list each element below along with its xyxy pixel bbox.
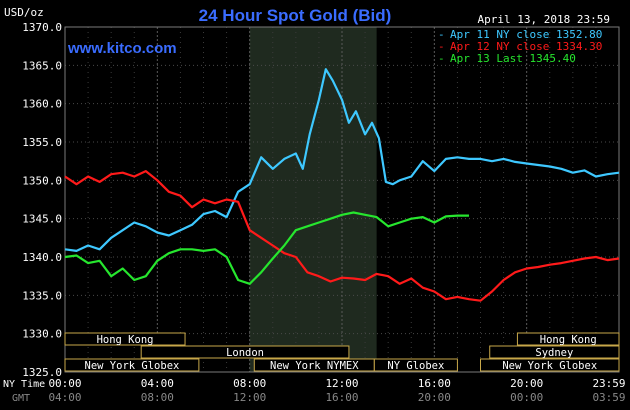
x-tick-ny-label: 23:59 — [592, 377, 625, 390]
y-tick-label: 1370.0 — [22, 21, 62, 34]
plot-frame — [64, 26, 620, 373]
y-tick-label: 1360.0 — [22, 98, 62, 111]
chart-date: April 13, 2018 23:59 — [478, 13, 610, 26]
y-tick-label: 1340.0 — [22, 251, 62, 264]
x-tick-gmt-label: 03:59 — [592, 391, 625, 404]
y-tick-label: 1350.0 — [22, 174, 62, 187]
legend-entry-apr11: Apr 11 NY close 1352.80 — [450, 28, 602, 41]
y-axis-unit-label: USD/oz — [4, 6, 44, 19]
y-tick-label: 1365.0 — [22, 59, 62, 72]
x-tick-gmt-label: 12:00 — [233, 391, 266, 404]
legend-bullet-apr13: - — [438, 52, 445, 65]
y-tick-label: 1345.0 — [22, 213, 62, 226]
legend-bullet-apr11: - — [438, 28, 445, 41]
session-label: London — [226, 347, 264, 359]
session-bar — [489, 345, 620, 359]
x-axis-ny-time-label: NY Time — [3, 379, 45, 390]
x-tick-gmt-label: 20:00 — [418, 391, 451, 404]
series-line-apr-13 — [64, 211, 469, 285]
session-label: Hong Kong — [97, 334, 154, 346]
x-tick-gmt-label: 00:00 — [510, 391, 543, 404]
x-tick-ny-label: 16:00 — [418, 377, 451, 390]
legend-entry-apr13: Apr 13 Last 1345.40 — [450, 52, 576, 65]
x-axis-gmt-label: GMT — [12, 393, 30, 404]
legend: - Apr 11 NY close 1352.80 - Apr 12 NY cl… — [438, 28, 602, 65]
session-label: Hong Kong — [540, 334, 597, 346]
y-tick-label: 1325.0 — [22, 366, 62, 379]
x-tick-ny-label: 12:00 — [325, 377, 358, 390]
highlight-region — [249, 27, 377, 372]
chart-title: 24 Hour Spot Gold (Bid) — [199, 6, 392, 25]
session-label: New York NYMEX — [270, 360, 359, 372]
series-line-apr-11 — [64, 68, 620, 252]
session-label: NY Globex — [387, 360, 444, 372]
y-tick-label: 1330.0 — [22, 328, 62, 341]
session-bar — [140, 345, 350, 359]
x-tick-ny-label: 20:00 — [510, 377, 543, 390]
x-tick-ny-label: 00:00 — [48, 377, 81, 390]
series-line-apr-12 — [64, 170, 620, 302]
y-tick-label: 1335.0 — [22, 289, 62, 302]
y-tick-label: 1355.0 — [22, 136, 62, 149]
x-tick-gmt-label: 16:00 — [325, 391, 358, 404]
x-tick-gmt-label: 08:00 — [141, 391, 174, 404]
session-bar — [373, 358, 458, 372]
x-tick-ny-label: 08:00 — [233, 377, 266, 390]
session-bar — [480, 358, 620, 372]
legend-entry-apr12: Apr 12 NY close 1334.30 — [450, 40, 602, 53]
x-tick-ny-label: 04:00 — [141, 377, 174, 390]
watermark-url: www.kitco.com — [67, 40, 177, 57]
session-label: Sydney — [535, 347, 573, 359]
x-tick-gmt-label: 04:00 — [48, 391, 81, 404]
session-label: New York Globex — [502, 360, 597, 372]
session-label: New York Globex — [85, 360, 180, 372]
session-bar — [516, 332, 620, 346]
legend-bullet-apr12: - — [438, 40, 445, 53]
session-bar — [64, 332, 186, 346]
session-bar — [64, 358, 200, 372]
